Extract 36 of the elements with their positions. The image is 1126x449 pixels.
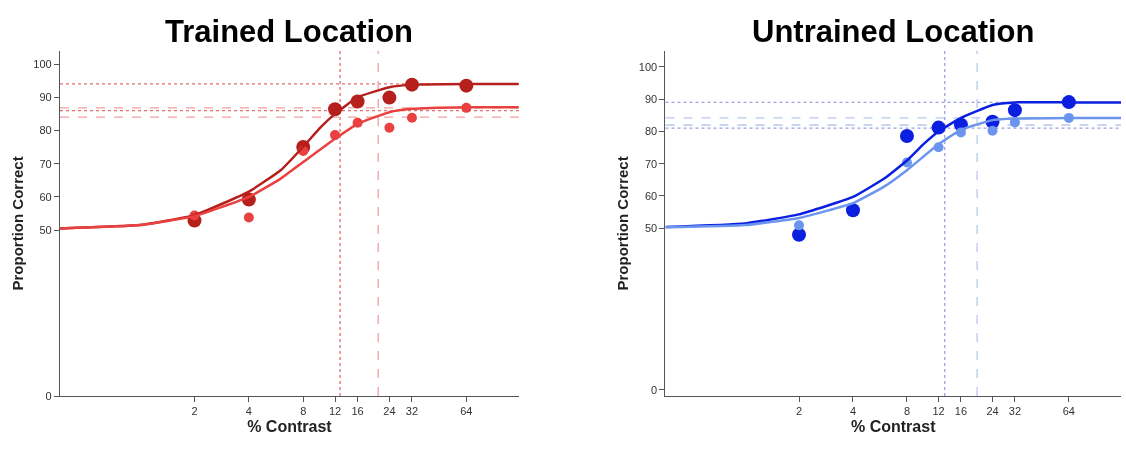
x-tick-label: 24 bbox=[986, 405, 999, 418]
x-axis-title: % Contrast bbox=[247, 418, 333, 436]
x-tick-label: 2 bbox=[795, 405, 803, 418]
y-tick-label: 70 bbox=[39, 157, 52, 170]
x-tick-label: 4 bbox=[849, 405, 857, 418]
x-tick-label: 16 bbox=[351, 405, 364, 418]
y-tick-label: 50 bbox=[39, 223, 52, 236]
y-tick-label: 80 bbox=[39, 124, 52, 137]
y-axis-title: Proportion Correct bbox=[8, 156, 26, 291]
y-tick-label: 100 bbox=[638, 60, 658, 73]
y-tick-label: 100 bbox=[33, 57, 52, 70]
y-tick-label: 90 bbox=[644, 93, 658, 106]
x-tick-label: 64 bbox=[1062, 405, 1075, 418]
y-tick-label: 60 bbox=[39, 190, 52, 203]
x-tick-label: 4 bbox=[245, 405, 252, 418]
y-tick-label: 0 bbox=[45, 389, 52, 402]
y-tick-label: 50 bbox=[644, 222, 658, 235]
x-tick-label: 32 bbox=[1008, 405, 1022, 418]
y-axis-title: Proportion Correct bbox=[614, 156, 632, 291]
x-tick-label: 8 bbox=[903, 405, 911, 418]
x-tick-label: 8 bbox=[300, 405, 307, 418]
chart-title: Trained Location bbox=[165, 14, 414, 49]
y-tick-label: 80 bbox=[644, 125, 658, 138]
x-tick-label: 32 bbox=[405, 405, 419, 418]
x-tick-label: 2 bbox=[191, 405, 198, 418]
y-tick-label: 90 bbox=[39, 91, 52, 104]
chart-title: Untrained Location bbox=[752, 14, 1035, 49]
x-tick-label: 64 bbox=[460, 405, 473, 418]
y-tick-label: 0 bbox=[651, 383, 658, 396]
x-axis-title: % Contrast bbox=[851, 418, 937, 436]
y-tick-label: 60 bbox=[644, 189, 658, 202]
x-tick-label: 12 bbox=[328, 405, 342, 418]
x-tick-label: 16 bbox=[954, 405, 968, 418]
y-tick-label: 70 bbox=[644, 157, 658, 170]
x-tick-label: 12 bbox=[932, 405, 945, 418]
x-tick-label: 24 bbox=[383, 405, 396, 418]
